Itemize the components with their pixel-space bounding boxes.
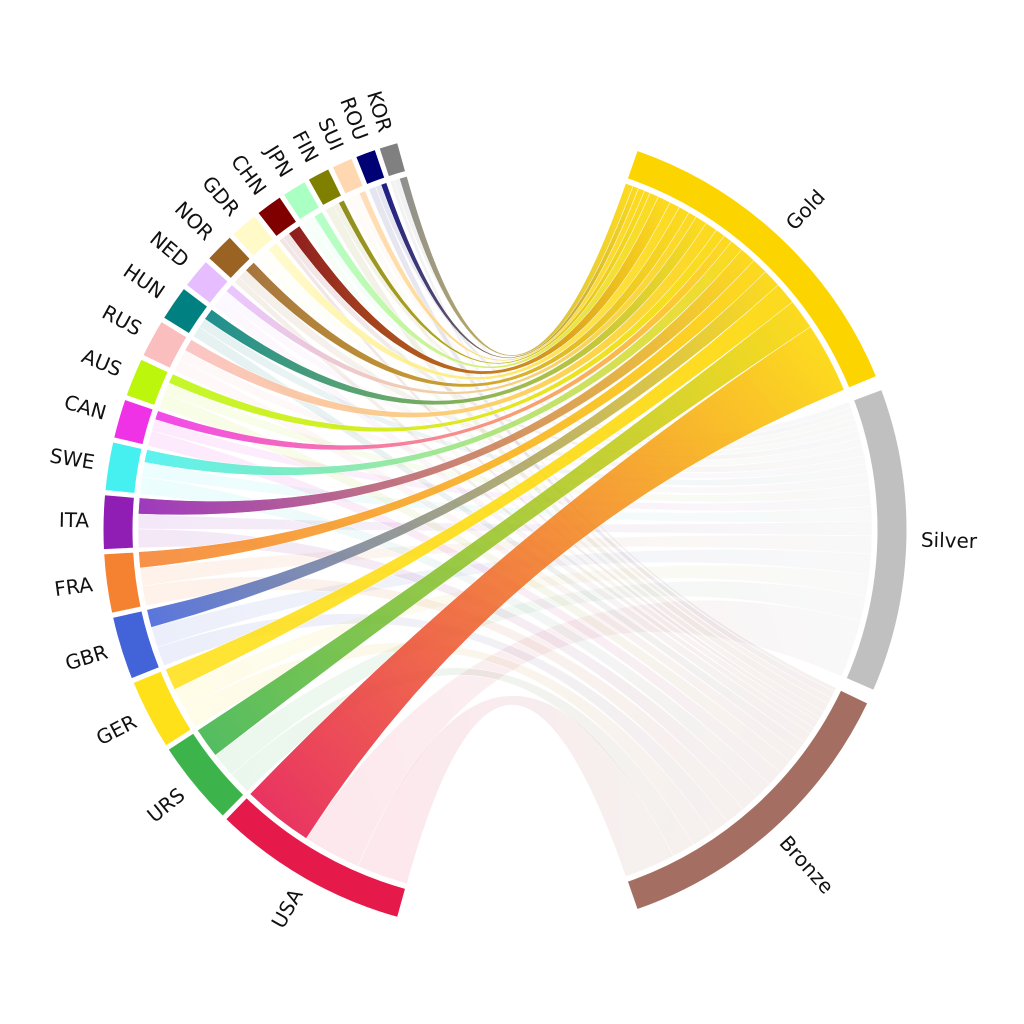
ribbon (399, 176, 634, 357)
country-arc (132, 670, 192, 747)
country-arc (207, 236, 252, 280)
medal-arc (626, 149, 878, 389)
country-label: URS (142, 783, 189, 828)
country-label: RUS (98, 300, 146, 341)
country-label: NED (145, 226, 193, 272)
medal-arc (845, 388, 908, 692)
ribbons (137, 176, 873, 884)
country-arc (232, 214, 274, 257)
country-arc (331, 157, 364, 195)
medal-label: Gold (781, 185, 830, 235)
country-arc (307, 168, 343, 207)
country-arc (104, 441, 143, 495)
country-label: NOR (170, 197, 219, 245)
country-arc (185, 260, 229, 305)
medal-label: Bronze (775, 831, 839, 899)
country-label: ITA (59, 508, 90, 533)
country-arc (142, 320, 188, 370)
country-label: GER (92, 709, 140, 750)
country-arc (378, 142, 407, 178)
country-arc (282, 180, 321, 221)
country-arc (257, 196, 298, 238)
medal-label: Silver (921, 528, 979, 554)
country-arc (112, 610, 161, 680)
country-arc (162, 287, 209, 335)
ribbon (389, 179, 837, 692)
country-label: CAN (61, 390, 109, 425)
country-label: USA (266, 884, 308, 932)
country-arc (167, 732, 245, 817)
country-label: GBR (62, 640, 110, 676)
country-arc (225, 796, 407, 918)
medal-arc (626, 689, 869, 911)
country-label: HUN (119, 259, 169, 304)
country-arc (103, 551, 142, 614)
country-arc (113, 398, 154, 446)
country-arc (125, 358, 169, 407)
country-arc (102, 494, 135, 551)
country-arc (355, 148, 386, 186)
country-label: FRA (53, 572, 94, 601)
country-label: AUS (78, 344, 125, 382)
country-label: SWE (48, 443, 96, 474)
